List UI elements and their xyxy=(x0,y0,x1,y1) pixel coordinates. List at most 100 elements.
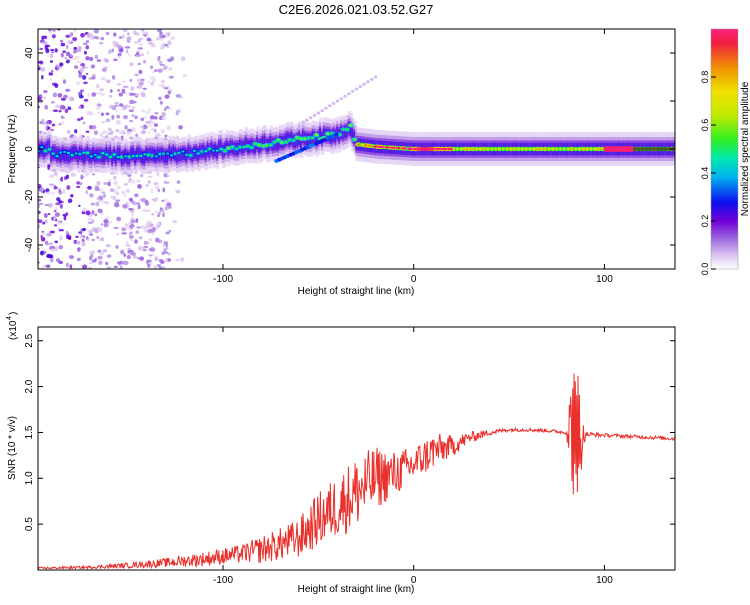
spectrogram-noise-cell xyxy=(147,180,151,184)
spectrogram-noise-cell xyxy=(88,229,94,235)
spectrogram-noise-cell xyxy=(97,208,103,214)
spectrogram-noise-cell xyxy=(38,99,44,104)
spectrogram-noise-cell xyxy=(86,32,91,38)
spectrogram-noise-cell xyxy=(164,134,168,138)
spectrogram-noise-cell xyxy=(79,235,84,239)
spectrogram-noise-cell xyxy=(176,180,181,184)
spectrogram-band-cell xyxy=(187,145,191,158)
spectrogram-ridge-core xyxy=(181,150,185,153)
spectrogram-band-cell xyxy=(132,147,136,161)
spectrogram-noise-cell xyxy=(76,185,81,188)
spectrogram-noise-cell xyxy=(157,29,162,33)
spectrogram-noise-cell xyxy=(125,227,131,230)
spectrogram-noise-cell xyxy=(51,101,55,104)
spectrogram-noise-cell xyxy=(47,254,53,259)
spectrogram-ridge-core xyxy=(490,147,494,151)
spectrogram-noise-cell xyxy=(75,235,79,238)
snr-y-tick-label: 1.5 xyxy=(24,425,35,439)
spectrogram-peak-segment xyxy=(604,146,634,152)
spectrogram-peak-cell xyxy=(435,147,442,151)
spectrogram-noise-cell xyxy=(110,195,116,199)
spectrogram-noise-cell xyxy=(60,39,63,43)
spectrogram-peak-cell xyxy=(441,147,448,151)
spectrogram-noise-cell xyxy=(150,43,156,48)
spectrogram-noise-cell xyxy=(58,200,63,204)
spectrogram-noise-cell xyxy=(46,191,52,195)
spectrogram-noise-cell xyxy=(59,105,63,111)
spectrogram-noise-cell xyxy=(55,202,61,206)
spectrogram-noise-cell xyxy=(65,262,70,268)
spectrogram-noise-cell xyxy=(72,37,78,41)
spectrogram-noise-cell xyxy=(119,103,124,107)
spectrogram-noise-cell xyxy=(180,56,186,62)
spectrogram-noise-cell xyxy=(163,172,167,178)
spectrogram-ridge-core xyxy=(551,147,555,151)
spectrogram-noise-cell xyxy=(44,204,49,207)
spectrogram-noise-cell xyxy=(41,74,44,80)
spectrogram-noise-cell xyxy=(104,58,110,63)
spectrogram-noise-cell xyxy=(145,120,151,125)
spectrogram-noise-cell xyxy=(137,246,143,251)
spectrogram-peak-cell xyxy=(429,147,436,151)
spectrogram-noise-cell xyxy=(141,109,145,113)
spectrogram-noise-cell xyxy=(147,131,151,135)
spectrogram-noise-cell xyxy=(70,194,74,198)
spectrogram-noise-cell xyxy=(128,132,132,136)
spectrogram-noise-cell xyxy=(134,73,139,77)
spectrogram-band-cell xyxy=(82,150,86,164)
spectrogram-noise-cell xyxy=(80,116,84,120)
spectrogram-noise-cell xyxy=(130,179,136,184)
spectrogram-noise-cell xyxy=(51,192,56,195)
colorbar-gradient xyxy=(710,28,739,270)
spectrogram-ridge-core xyxy=(341,128,345,131)
spectrogram-noise-cell xyxy=(57,222,61,226)
spectrogram-faint-cell xyxy=(358,85,363,89)
spectrogram-noise-cell xyxy=(178,125,183,130)
spectrogram-noise-cell xyxy=(118,92,123,97)
spectrogram-noise-cell xyxy=(141,94,146,98)
spectrogram-noise-cell xyxy=(147,263,151,268)
spectrogram-band-cell xyxy=(48,140,52,154)
spectrogram-ridge-core xyxy=(63,150,67,154)
spectrogram-noise-cell xyxy=(91,210,95,215)
spectrogram-noise-cell xyxy=(123,193,127,198)
spectrogram-noise-cell xyxy=(115,199,121,202)
spectrogram-noise-cell xyxy=(125,49,129,54)
spectrogram-faint-cell xyxy=(305,118,309,122)
spectrogram-noise-cell xyxy=(94,54,99,60)
spectrogram-noise-cell xyxy=(125,201,130,206)
spectrogram-noise-cell xyxy=(88,77,94,80)
spectrogram-noise-cell xyxy=(154,116,158,120)
spectrogram-faint-cell xyxy=(347,92,351,96)
spectrogram-ridge-core xyxy=(509,147,513,151)
spectrogram-noise-cell xyxy=(113,104,119,108)
spectrogram-noise-cell xyxy=(85,190,89,195)
spectrogram-noise-cell xyxy=(124,46,131,49)
spectrogram-noise-cell xyxy=(65,34,71,38)
spectrogram-noise-cell xyxy=(95,106,101,110)
colorbar-tick-label: 0.8 xyxy=(700,71,710,84)
spectrogram-noise-cell xyxy=(91,238,95,241)
spectrogram-noise-cell xyxy=(98,260,103,266)
spectrogram-noise-cell xyxy=(132,201,137,206)
spectrogram-noise-cell xyxy=(86,237,90,241)
spectrogram-noise-cell xyxy=(156,37,160,41)
spectrogram-band-cell xyxy=(204,147,209,160)
spectrogram-noise-cell xyxy=(141,246,145,249)
spectrogram-ridge-core xyxy=(543,147,547,151)
spectrogram-noise-cell xyxy=(128,109,134,113)
spectrogram-noise-cell xyxy=(168,206,172,209)
spectrogram-peak-cell xyxy=(378,145,385,149)
spectrogram-ridge-core xyxy=(250,146,254,149)
spectrogram-noise-cell xyxy=(96,181,101,186)
spectrogram-noise-cell xyxy=(77,247,81,252)
spectrogram-ridge-core xyxy=(532,147,536,151)
spectrogram-noise-cell xyxy=(80,63,86,67)
spectrogram-noise-cell xyxy=(42,35,48,40)
spectrogram-noise-cell xyxy=(105,118,111,123)
spectrogram-noise-cell xyxy=(81,242,86,247)
spectrogram-ridge-core xyxy=(131,154,135,158)
spectrogram-noise-cell xyxy=(100,93,106,96)
spectrogram-ridge-core xyxy=(295,136,299,139)
spectrogram-peak-cell xyxy=(389,146,396,149)
